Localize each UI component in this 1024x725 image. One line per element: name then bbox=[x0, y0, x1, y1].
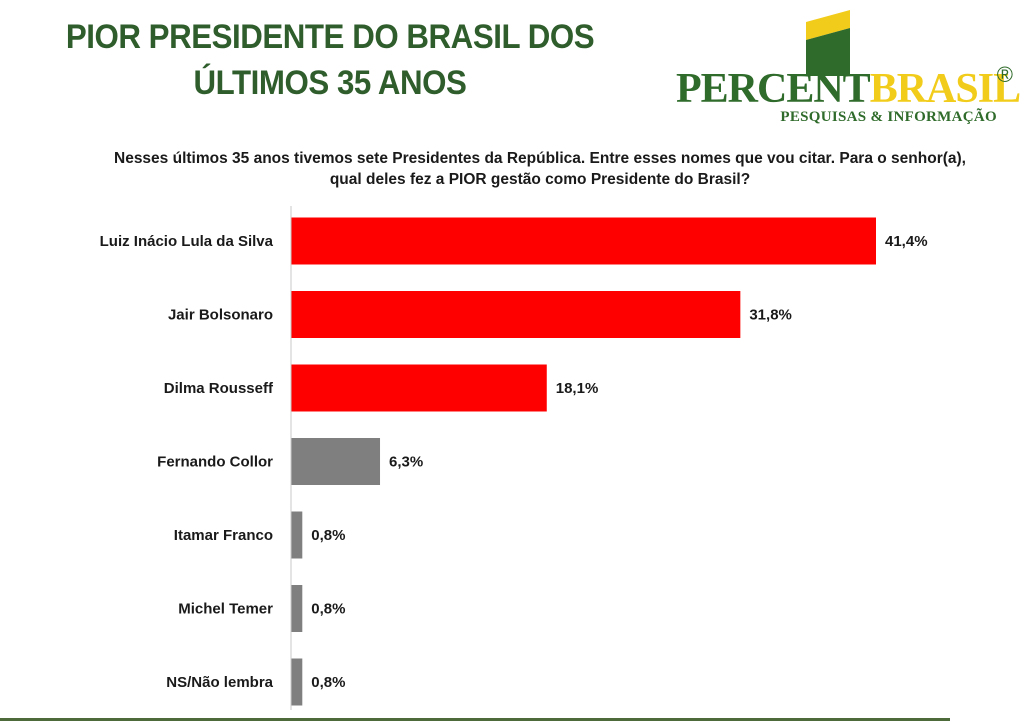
logo-word-percent: PERCENT bbox=[676, 66, 871, 112]
data-label: 6,3% bbox=[389, 454, 423, 471]
data-label: 41,4% bbox=[885, 233, 928, 250]
category-label: NS/Não lembra bbox=[166, 674, 273, 691]
registered-mark: ® bbox=[996, 62, 1013, 87]
data-label: 31,8% bbox=[749, 307, 792, 324]
category-label: Dilma Rousseff bbox=[164, 380, 274, 397]
bar bbox=[291, 291, 741, 338]
bar bbox=[291, 658, 303, 706]
logo-word-brasil: BRASIL bbox=[869, 66, 1021, 112]
logo-wordmark: PERCENTBRASIL bbox=[676, 66, 1021, 112]
data-label: 0,8% bbox=[311, 527, 345, 544]
logo-tagline: PESQUISAS & INFORMAÇÃO bbox=[780, 109, 997, 125]
category-label: Fernando Collor bbox=[157, 454, 273, 471]
title-line-2: ÚLTIMOS 35 ANOS bbox=[193, 64, 467, 102]
bar bbox=[291, 585, 303, 632]
bar bbox=[291, 438, 381, 485]
data-label: 0,8% bbox=[311, 601, 345, 618]
bar bbox=[291, 511, 303, 559]
title-line-1: PIOR PRESIDENTE DO BRASIL DOS bbox=[65, 18, 595, 56]
survey-question: Nesses últimos 35 anos tivemos sete Pres… bbox=[114, 150, 966, 188]
category-label: Jair Bolsonaro bbox=[168, 307, 273, 324]
category-label: Luiz Inácio Lula da Silva bbox=[100, 233, 274, 250]
brand-logo: PERCENTBRASIL ® PESQUISAS & INFORMAÇÃO bbox=[672, 8, 1021, 133]
data-label: 18,1% bbox=[556, 380, 599, 397]
bar bbox=[291, 364, 547, 412]
category-label: Itamar Franco bbox=[174, 527, 273, 544]
bar bbox=[291, 217, 876, 265]
bottom-divider bbox=[0, 718, 950, 721]
flag-icon bbox=[806, 10, 850, 76]
category-label: Michel Temer bbox=[178, 601, 273, 618]
page-title: PIOR PRESIDENTE DO BRASIL DOS ÚLTIMOS 35… bbox=[54, 14, 606, 106]
data-label: 0,8% bbox=[311, 674, 345, 691]
